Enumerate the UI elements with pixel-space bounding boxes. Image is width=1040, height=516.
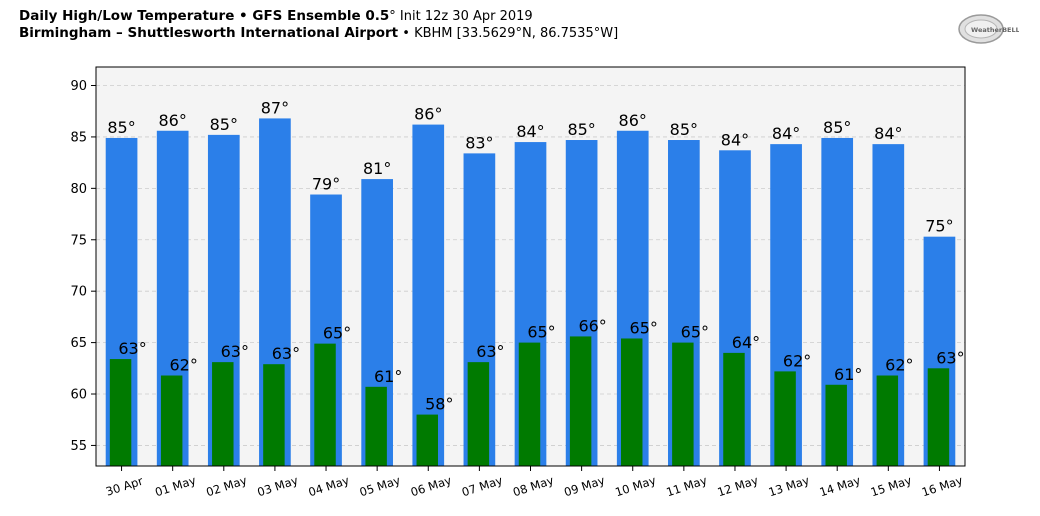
low-bar — [212, 362, 234, 466]
low-data-label: 65° — [323, 324, 351, 343]
degree-mark: ° — [389, 9, 396, 24]
low-bar — [825, 384, 847, 466]
high-data-label: 83° — [465, 133, 493, 152]
x-tick-label: 13 May — [767, 473, 812, 499]
high-data-label: 87° — [261, 98, 289, 117]
high-data-label: 84° — [516, 122, 544, 141]
x-tick-label: 30 Apr — [104, 474, 145, 499]
low-data-label: 64° — [732, 333, 760, 352]
x-tick-label: 04 May — [307, 473, 352, 499]
x-axis: 30 Apr 01 May 02 May 03 May 04 May 05 May 06 M… — [104, 466, 965, 499]
low-bar — [927, 368, 950, 466]
low-bar — [160, 375, 183, 466]
low-bar — [365, 386, 387, 466]
y-tick-label: 80 — [70, 182, 87, 197]
high-data-label: 86° — [414, 105, 442, 124]
high-data-label: 84° — [874, 124, 902, 143]
x-tick-label: 02 May — [204, 473, 249, 499]
y-tick-label: 70 — [70, 285, 87, 300]
high-data-label: 85° — [670, 120, 698, 139]
low-data-label: 61° — [374, 367, 402, 386]
low-data-label: 63° — [476, 342, 504, 361]
x-tick-label: 11 May — [664, 473, 709, 499]
x-tick-label: 09 May — [562, 473, 607, 499]
x-tick-label: 14 May — [818, 473, 863, 499]
x-tick-label: 03 May — [256, 473, 301, 499]
high-data-label: 85° — [823, 118, 851, 137]
high-data-label: 86° — [619, 111, 647, 130]
low-bar — [263, 364, 285, 466]
station-coords: • KBHM [33.5629°N, 86.7535°W] — [398, 26, 619, 41]
low-bar — [416, 414, 438, 466]
title-line: Daily High/Low Temperature • GFS Ensembl… — [19, 8, 618, 25]
x-tick-label: 05 May — [358, 473, 403, 499]
chart-header: Daily High/Low Temperature • GFS Ensembl… — [19, 8, 618, 42]
low-data-label: 58° — [425, 395, 453, 414]
y-tick-label: 90 — [70, 79, 87, 94]
x-tick-label: 16 May — [920, 473, 965, 499]
low-bar — [518, 342, 541, 466]
x-tick-label: 15 May — [869, 473, 914, 499]
low-data-label: 65° — [630, 318, 658, 337]
high-data-label: 75° — [925, 217, 953, 236]
y-axis: 55 60 65 70 75 80 85 90 — [70, 79, 96, 454]
low-data-label: 65° — [527, 323, 555, 342]
station-name: Birmingham – Shuttlesworth International… — [19, 25, 399, 41]
low-data-label: 63° — [936, 348, 964, 367]
low-data-label: 63° — [272, 344, 300, 363]
high-data-label: 85° — [107, 118, 135, 137]
y-tick-label: 55 — [70, 439, 87, 454]
low-bar — [467, 362, 490, 466]
y-tick-label: 75 — [70, 233, 87, 248]
subtitle-line: Birmingham – Shuttlesworth International… — [19, 25, 618, 42]
high-data-label: 84° — [721, 130, 749, 149]
data-labels: 85° 63° 86° 62° 85° 63° 87° 63° 79° 65° 81° 61° 86° 5… — [107, 98, 964, 413]
high-data-label: 86° — [158, 111, 186, 130]
high-data-label: 84° — [772, 124, 800, 143]
weatherbell-logo: WeatherBELL — [958, 14, 1019, 44]
low-bar — [569, 336, 592, 466]
low-data-label: 66° — [578, 316, 606, 335]
low-bar — [109, 359, 132, 466]
low-bar — [723, 352, 745, 466]
y-tick-label: 85 — [70, 130, 87, 145]
chart-title: Daily High/Low Temperature • GFS Ensembl… — [19, 8, 390, 24]
low-data-label: 62° — [169, 356, 197, 375]
init-time: Init 12z 30 Apr 2019 — [395, 9, 533, 24]
logo-text: WeatherBELL — [971, 26, 1019, 34]
low-data-label: 65° — [681, 323, 709, 342]
high-data-label: 85° — [567, 120, 595, 139]
low-bar — [774, 371, 796, 466]
x-tick-label: 10 May — [613, 473, 658, 499]
x-tick-label: 06 May — [409, 473, 454, 499]
low-data-label: 61° — [834, 365, 862, 384]
low-bar — [314, 343, 336, 466]
low-bar — [876, 375, 899, 466]
x-tick-label: 12 May — [716, 473, 761, 499]
y-tick-label: 65 — [70, 336, 87, 351]
high-data-label: 79° — [312, 175, 340, 194]
low-bar — [672, 342, 694, 466]
y-tick-label: 60 — [70, 388, 87, 403]
high-bar — [412, 124, 445, 466]
low-data-label: 62° — [783, 351, 811, 370]
low-series — [109, 336, 950, 466]
low-data-label: 63° — [118, 339, 146, 358]
x-tick-label: 01 May — [153, 473, 198, 499]
x-tick-label: 07 May — [460, 473, 505, 499]
low-data-label: 63° — [221, 342, 249, 361]
high-data-label: 81° — [363, 159, 391, 178]
low-data-label: 62° — [885, 356, 913, 375]
low-bar — [621, 338, 643, 466]
x-tick-label: 08 May — [511, 473, 556, 499]
high-data-label: 85° — [210, 115, 238, 134]
